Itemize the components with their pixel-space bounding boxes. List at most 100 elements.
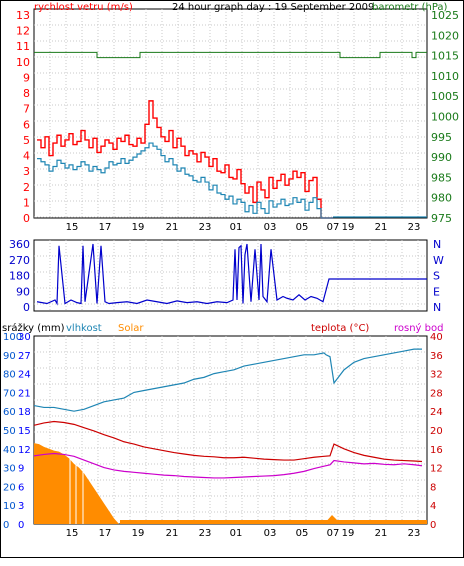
panel3-rain-tick: 27 [18, 351, 31, 362]
panel3-humidity-tick: 100 [3, 332, 22, 343]
panel1-y-tick-left: 8 [23, 87, 30, 100]
panel1-y-tick-right: 1010 [431, 70, 459, 83]
panel3-rain-tick: 24 [18, 370, 31, 381]
panel1-y-tick-left: 12 [16, 25, 30, 38]
wind-speed-line [37, 142, 333, 219]
panel1-plot-area [33, 8, 428, 219]
panel3-x-tick: 19 [342, 528, 355, 539]
panel1-left-axis-label: rychlost vetru (m/s) [34, 2, 133, 13]
panel1-y-tick-left: 0 [23, 212, 30, 225]
panel2-y-tick-right: W [433, 254, 444, 267]
panel1-y-tick-left: 9 [23, 71, 30, 84]
panel3-x-tick: 21 [375, 528, 388, 539]
panel3-humidity-tick: 10 [3, 501, 16, 512]
panel3-humidity-tick: 30 [3, 464, 16, 475]
panel3-temp-tick: 40 [430, 332, 443, 343]
panel2-y-tick-left: 270 [9, 254, 30, 267]
panel3-humidity-tick: 60 [3, 407, 16, 418]
panel3-temp-tick: 0 [430, 520, 436, 531]
panel3-x-tick: 03 [264, 528, 277, 539]
panel1-y-tick-left: 10 [16, 56, 30, 69]
panel1-y-tick-left: 1 [23, 196, 30, 209]
wind-direction-line [36, 243, 333, 306]
panel2-y-tick-right: E [433, 285, 440, 298]
panel3-temp-tick: 36 [430, 351, 443, 362]
panel1-y-tick-right: 985 [431, 171, 452, 184]
panel3-x-tick: 23 [199, 528, 212, 539]
panel1-y-tick-right: 1005 [431, 90, 459, 103]
panel1-right-axis-label: barometr (hPa) [372, 2, 448, 13]
panel2-y-tick-left: 180 [9, 270, 30, 283]
panel3-x-tick: 07 [327, 528, 340, 539]
panel3-temp-tick: 32 [430, 370, 443, 381]
panel1-y-tick-left: 6 [23, 118, 30, 131]
panel1-y-tick-left: 7 [23, 103, 30, 116]
panel3-rain-tick: 18 [18, 407, 31, 418]
panel1-y-tick-right: 1000 [431, 111, 459, 124]
panel3-rain-tick: 0 [18, 520, 24, 531]
solar-morning-bump [324, 515, 338, 524]
panel1-y-tick-right: 1020 [431, 29, 459, 42]
panel1-y-tick-left: 13 [16, 9, 30, 22]
panel1-x-tick: 01 [230, 222, 243, 233]
panel3-x-tick: 05 [296, 528, 309, 539]
panel1-y-tick-right: 995 [431, 131, 452, 144]
dewpoint-line [33, 452, 423, 479]
panel1-x-tick: 21 [375, 222, 388, 233]
panel1-x-tick: 19 [342, 222, 355, 233]
panel3-humidity-tick: 90 [3, 351, 16, 362]
wind-gust-line [37, 100, 333, 219]
panel1-y-tick-left: 2 [23, 181, 30, 194]
legend-solar: Solar [118, 323, 144, 334]
panel1-x-tick: 15 [66, 222, 79, 233]
humidity-line [33, 348, 422, 412]
panel1-x-tick: 03 [264, 222, 277, 233]
panel1-title: 24 hour graph day : 19 September 2009 [172, 2, 374, 13]
panel1-x-tick: 23 [408, 222, 421, 233]
panel2-y-tick-left: 360 [9, 238, 30, 251]
panel1-x-tick: 05 [296, 222, 309, 233]
panel3-x-tick: 23 [408, 528, 421, 539]
panel3-temp-tick: 4 [430, 501, 436, 512]
panel2-y-tick-right: N [433, 301, 441, 314]
panel3-rain-tick: 3 [18, 501, 24, 512]
panel3-rain-tick: 12 [18, 445, 31, 456]
pressure-line [34, 51, 427, 59]
legend-dewpoint: rosný bod [394, 322, 443, 334]
panel1-x-tick: 23 [199, 222, 212, 233]
panel2-y-tick-left: 0 [23, 301, 30, 314]
panel1-x-tick: 07 [327, 222, 340, 233]
panel3-x-tick: 01 [230, 528, 243, 539]
panel3-temp-tick: 28 [430, 388, 443, 399]
panel1-y-tick-right: 1015 [431, 50, 459, 63]
legend-rain: srážky (mm) [2, 322, 65, 334]
panel3-temp-tick: 20 [430, 426, 443, 437]
panel1-y-tick-right: 990 [431, 151, 452, 164]
panel3-humidity-tick: 40 [3, 445, 16, 456]
panel1-x-tick: 17 [99, 222, 112, 233]
panel3-humidity-tick: 20 [3, 482, 16, 493]
temperature-line [33, 420, 423, 463]
panel3-humidity-tick: 70 [3, 388, 16, 399]
panel3-temp-tick: 24 [430, 407, 443, 418]
panel3-humidity-tick: 50 [3, 426, 16, 437]
panel3-rain-tick: 30 [18, 332, 31, 343]
panel1-x-tick: 19 [132, 222, 145, 233]
panel1-y-tick-right: 1025 [431, 9, 459, 22]
panel1-y-tick-left: 3 [23, 165, 30, 178]
panel3-humidity-tick: 80 [3, 370, 16, 381]
panel3-temp-tick: 12 [430, 464, 443, 475]
panel3-x-tick: 21 [166, 528, 179, 539]
panel3-temp-tick: 16 [430, 445, 443, 456]
panel1-y-tick-right: 975 [431, 212, 452, 225]
panel1-y-tick-left: 11 [16, 40, 30, 53]
panel2-y-tick-left: 90 [16, 285, 30, 298]
solar-baseline-band [120, 520, 427, 524]
panel2-y-tick-right: S [433, 270, 440, 283]
panel3-plot-area [33, 335, 428, 525]
panel1-y-tick-left: 4 [23, 150, 30, 163]
panel3-rain-tick: 21 [18, 388, 31, 399]
panel3-rain-tick: 15 [18, 426, 31, 437]
panel3-temp-tick: 8 [430, 482, 436, 493]
